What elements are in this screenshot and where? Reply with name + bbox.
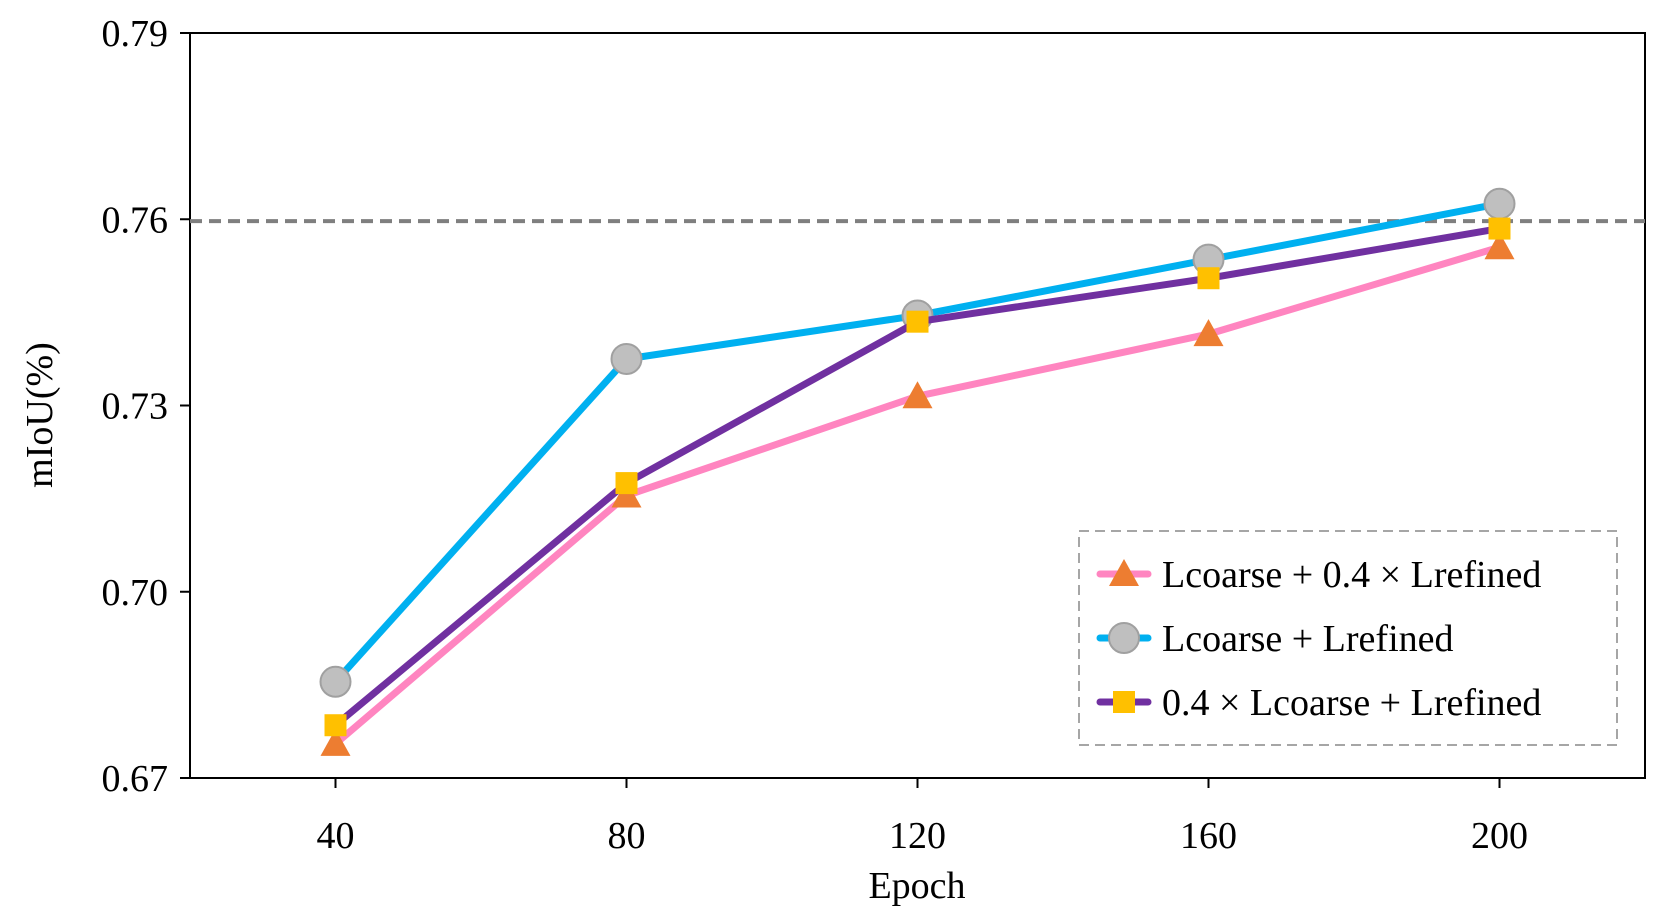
data-point bbox=[320, 728, 351, 756]
legend-entry: Lcoarse + 0.4 × Lrefined bbox=[1096, 554, 1541, 596]
data-point bbox=[1193, 319, 1224, 347]
data-point bbox=[906, 310, 929, 333]
y-tick-label: 0.76 bbox=[102, 199, 169, 241]
data-point bbox=[902, 381, 933, 409]
data-point bbox=[615, 472, 638, 495]
legend: Lcoarse + 0.4 × Lrefined Lcoarse + Lrefin… bbox=[1078, 530, 1618, 746]
legend-label: 0.4 × Lcoarse + Lrefined bbox=[1162, 682, 1541, 724]
x-tick-label: 200 bbox=[1471, 815, 1528, 857]
legend-swatch-marker bbox=[1108, 622, 1140, 654]
x-tick-label: 80 bbox=[608, 815, 646, 857]
legend-label: Lcoarse + 0.4 × Lrefined bbox=[1162, 554, 1541, 596]
data-point bbox=[1483, 187, 1516, 220]
legend-box bbox=[1078, 530, 1618, 746]
y-tick-label: 0.67 bbox=[102, 758, 169, 800]
legend-label: Lcoarse + Lrefined bbox=[1162, 618, 1454, 660]
x-axis: 40 80 120 160 200 bbox=[317, 778, 1528, 857]
y-tick-label: 0.73 bbox=[102, 386, 169, 428]
y-axis-title: mIoU(%) bbox=[19, 342, 61, 488]
legend-swatch-marker bbox=[1113, 691, 1135, 713]
y-tick-label: 0.79 bbox=[102, 13, 169, 55]
legend-entry: 0.4 × Lcoarse + Lrefined bbox=[1096, 682, 1541, 724]
legend-entry: Lcoarse + Lrefined bbox=[1096, 618, 1454, 660]
series-layer bbox=[319, 187, 1516, 756]
data-point bbox=[1484, 232, 1515, 260]
data-point bbox=[1197, 267, 1220, 290]
series-3 bbox=[324, 217, 1511, 737]
x-tick-label: 40 bbox=[317, 815, 355, 857]
x-tick-label: 160 bbox=[1180, 815, 1237, 857]
data-point bbox=[319, 665, 352, 698]
data-point bbox=[1488, 217, 1511, 240]
y-tick-label: 0.70 bbox=[102, 572, 169, 614]
y-axis: 0.67 0.70 0.73 0.76 0.79 bbox=[102, 13, 190, 800]
x-axis-title: Epoch bbox=[868, 865, 965, 907]
data-point bbox=[610, 342, 643, 375]
data-point bbox=[324, 714, 347, 737]
x-tick-label: 120 bbox=[889, 815, 946, 857]
legend-swatch-marker bbox=[1109, 559, 1139, 586]
